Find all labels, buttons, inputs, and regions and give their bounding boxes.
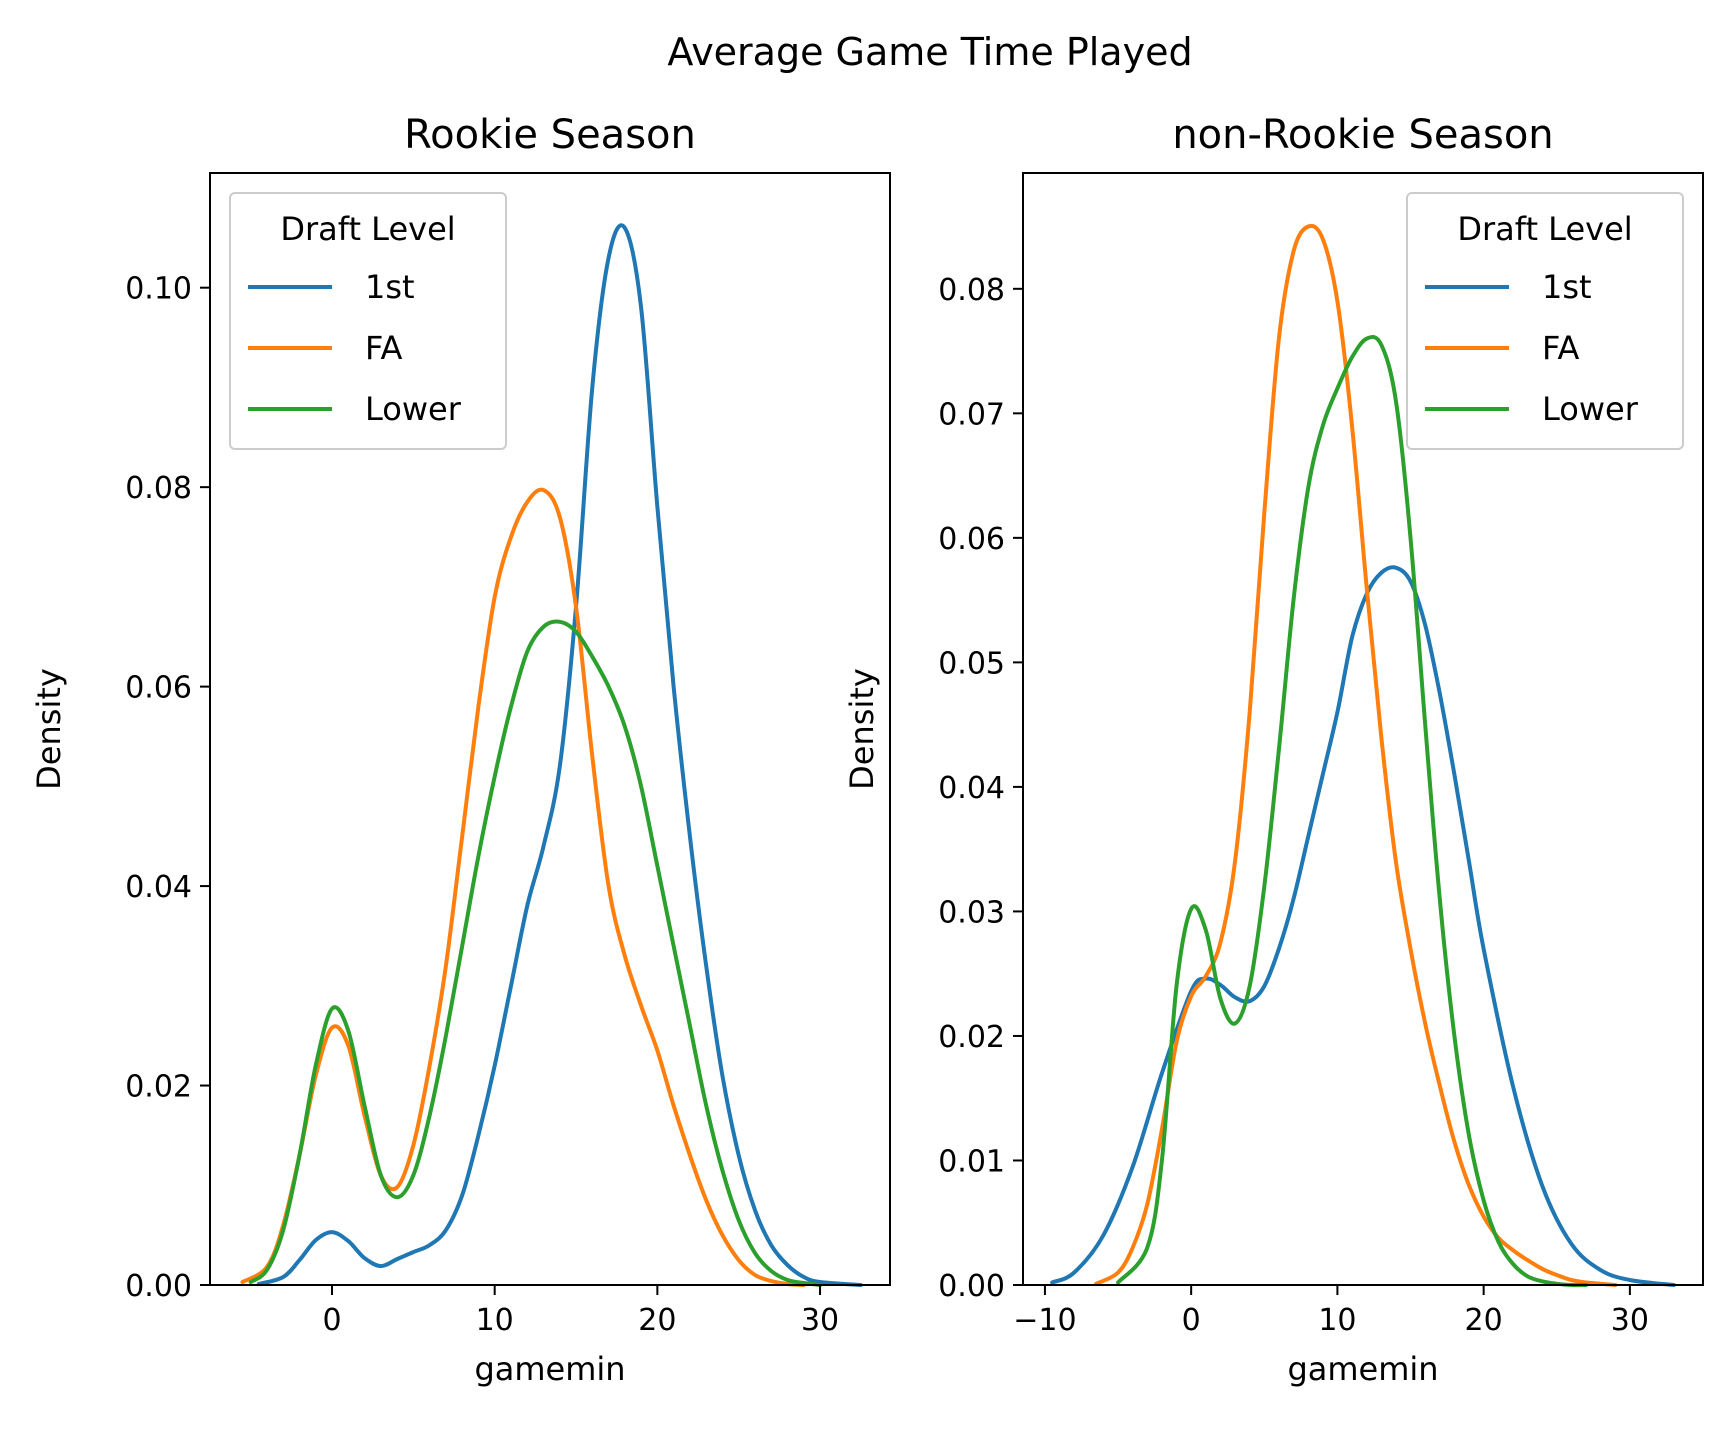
- nonrookie-y-tick-label: 0.08: [938, 273, 1005, 308]
- rookie-x-tick-label: 20: [638, 1303, 676, 1338]
- rookie-x-tick-label: 10: [476, 1303, 514, 1338]
- nonrookie-series-line-fa: [1094, 223, 1618, 1287]
- rookie-y-tick-label: 0.06: [125, 671, 192, 706]
- rookie-legend-title: Draft Level: [280, 210, 455, 248]
- rookie-x-axis-label: gamemin: [474, 1350, 625, 1388]
- nonrookie-axes-frame: [1022, 172, 1704, 1286]
- nonrookie-x-tick-label: 10: [1318, 1303, 1356, 1338]
- rookie-legend: Draft Level 1st FA Lower: [229, 192, 507, 450]
- nonrookie-legend-label-lower: Lower: [1542, 390, 1639, 428]
- nonrookie-axes-title: non-Rookie Season: [1172, 112, 1553, 158]
- rookie-x-tick-label: 0: [322, 1303, 341, 1338]
- nonrookie-y-tick-label: 0.05: [938, 646, 1005, 681]
- nonrookie-legend-box: [1406, 192, 1684, 450]
- rookie-axes-title: Rookie Season: [404, 112, 696, 158]
- rookie-y-tick-label: 0.00: [125, 1269, 192, 1304]
- nonrookie-legend-label-fa: FA: [1542, 329, 1579, 367]
- nonrookie-x-tick-label: −10: [1013, 1303, 1076, 1338]
- rookie-y-tick-label: 0.08: [125, 471, 192, 506]
- rookie-legend-box: [229, 192, 507, 450]
- nonrookie-y-tick-label: 0.01: [938, 1144, 1005, 1179]
- nonrookie-legend-title: Draft Level: [1457, 210, 1632, 248]
- rookie-series-line-lower: [248, 619, 822, 1287]
- rookie-y-tick-label: 0.02: [125, 1070, 192, 1105]
- nonrookie-series-line-1st: [1050, 565, 1676, 1287]
- nonrookie-y-tick-label: 0.06: [938, 522, 1005, 557]
- non-rookie-season-axes: −10 0 10 20 30 0.00 0.01 0.02 0.03 0.04 0.05 0.06 0.…: [843, 112, 1704, 1388]
- nonrookie-y-tick-label: 0.00: [938, 1269, 1005, 1304]
- rookie-season-axes: 0 10 20 30 0.00 0.02 0.04 0.06 0.08 0.10 gamemin De…: [30, 112, 891, 1388]
- rookie-series-line-fa: [240, 487, 806, 1287]
- nonrookie-x-axis-label: gamemin: [1287, 1350, 1438, 1388]
- nonrookie-legend: Draft Level 1st FA Lower: [1406, 192, 1684, 450]
- rookie-axes-frame: [209, 172, 891, 1286]
- figure-suptitle: Average Game Time Played: [667, 30, 1192, 74]
- rookie-x-tick-label: 30: [801, 1303, 839, 1338]
- nonrookie-y-tick-label: 0.07: [938, 397, 1005, 432]
- nonrookie-legend-label-1st: 1st: [1542, 268, 1592, 306]
- nonrookie-y-tick-label: 0.04: [938, 771, 1005, 806]
- nonrookie-y-tick-label: 0.02: [938, 1020, 1005, 1055]
- rookie-y-axis-label: Density: [30, 668, 68, 790]
- nonrookie-x-tick-label: 20: [1465, 1303, 1503, 1338]
- nonrookie-y-axis-label: Density: [843, 668, 881, 790]
- nonrookie-series-line-lower: [1116, 334, 1588, 1288]
- rookie-legend-label-1st: 1st: [365, 268, 415, 306]
- nonrookie-y-tick-label: 0.03: [938, 895, 1005, 930]
- rookie-y-tick-label: 0.10: [125, 272, 192, 307]
- rookie-legend-label-fa: FA: [365, 329, 402, 367]
- nonrookie-x-tick-label: 0: [1182, 1303, 1201, 1338]
- rookie-legend-label-lower: Lower: [365, 390, 462, 428]
- nonrookie-x-tick-label: 30: [1611, 1303, 1649, 1338]
- rookie-y-tick-label: 0.04: [125, 870, 192, 905]
